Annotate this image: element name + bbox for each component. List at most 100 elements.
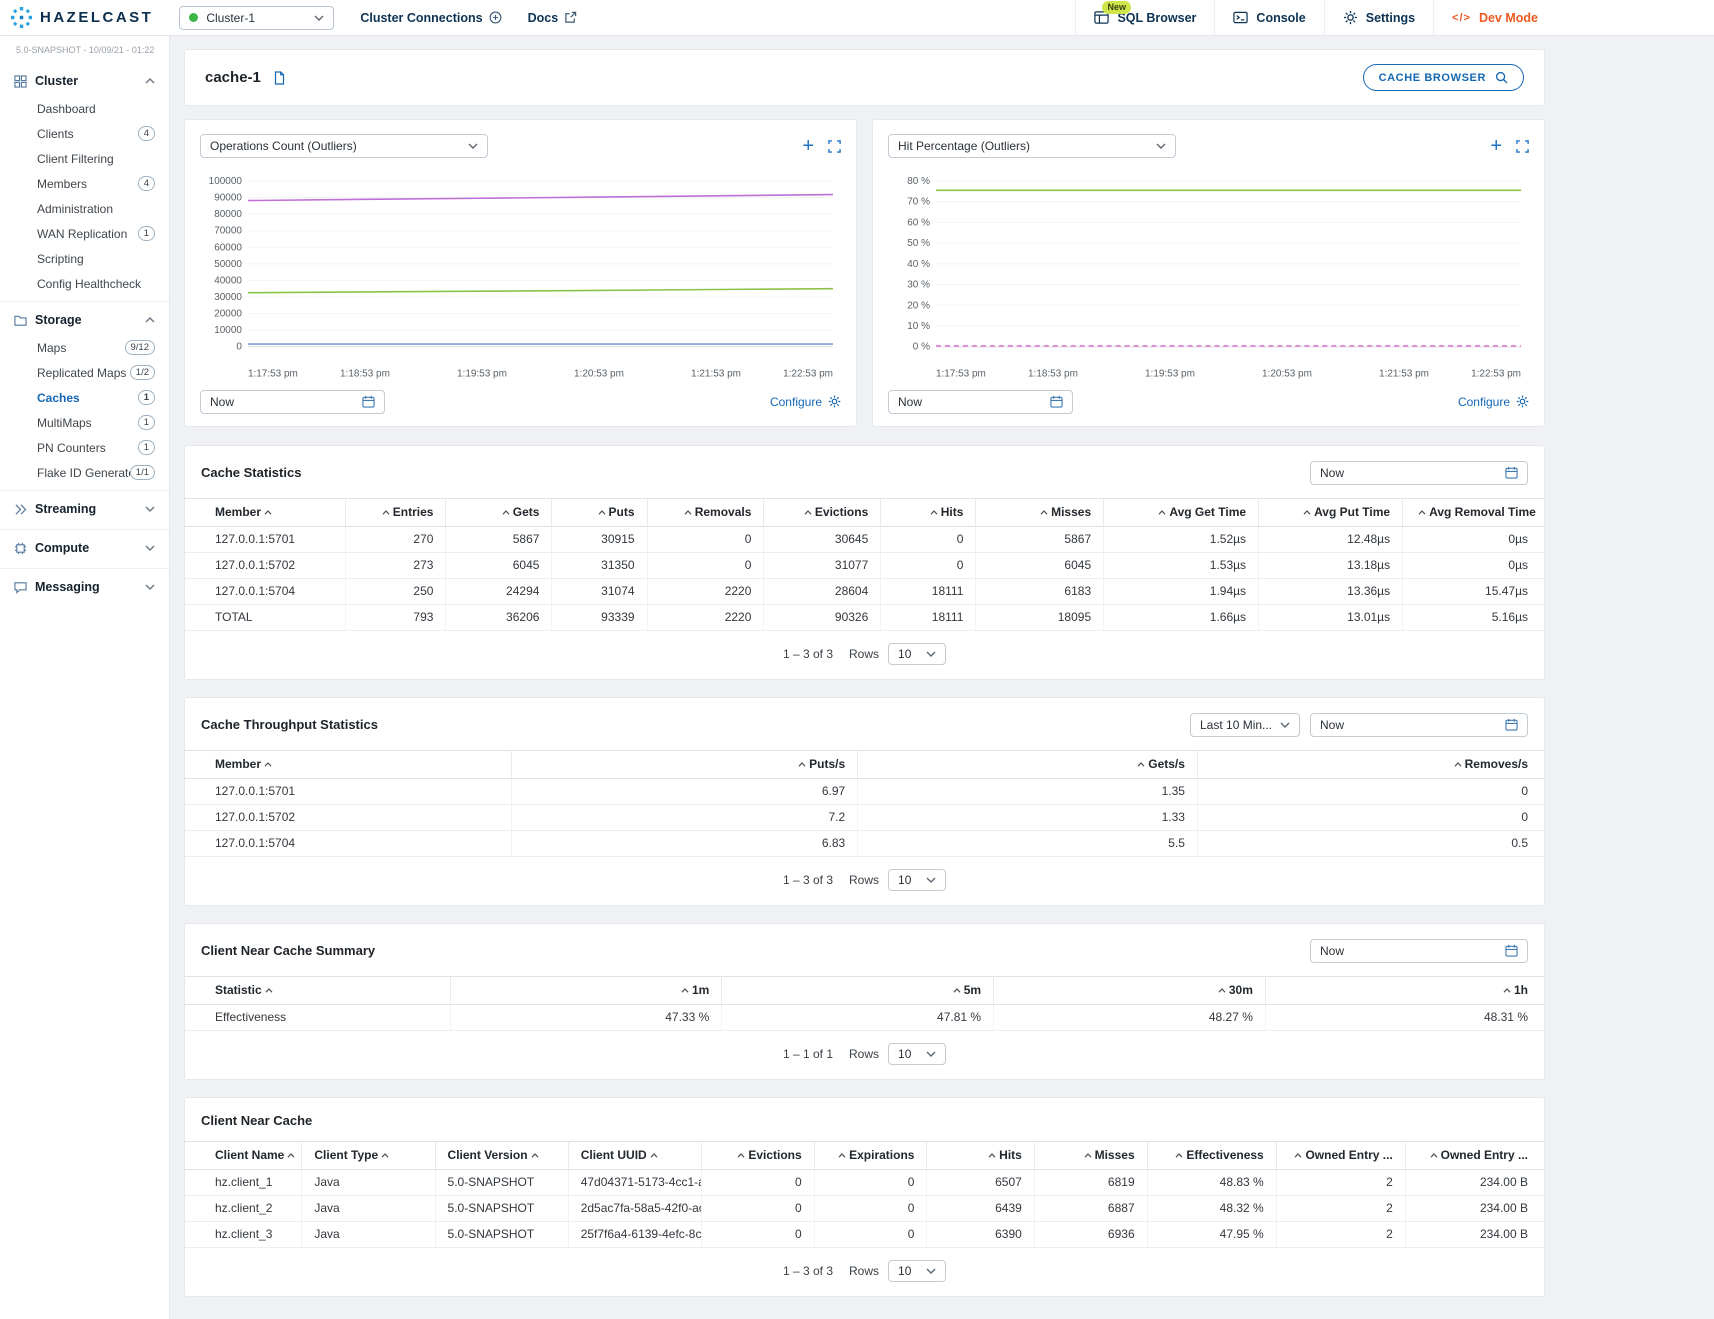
table-row[interactable]: Effectiveness47.33 %47.81 %48.27 %48.31 … [185, 1004, 1544, 1030]
column-header-entries[interactable]: Entries [345, 498, 446, 526]
sql-browser-button[interactable]: New SQL Browser [1075, 0, 1214, 35]
page-size-select[interactable]: 10 [888, 643, 946, 665]
page-size-select[interactable]: 10 [888, 1260, 946, 1282]
gear-icon [1343, 10, 1358, 25]
sidebar-section-header-compute[interactable]: Compute [0, 533, 169, 563]
column-header-misses[interactable]: Misses [1034, 1141, 1147, 1169]
column-header-member[interactable]: Member [185, 750, 511, 778]
column-header-gets-s[interactable]: Gets/s [858, 750, 1198, 778]
table-row[interactable]: 127.0.0.1:57027.21.330 [185, 804, 1544, 830]
cluster-connections-link[interactable]: Cluster Connections [360, 11, 501, 25]
column-header-effectiveness[interactable]: Effectiveness [1147, 1141, 1276, 1169]
table-cell: 36206 [446, 604, 552, 630]
cluster-select[interactable]: Cluster-1 [179, 6, 334, 30]
table-row[interactable]: 127.0.0.1:5702273604531350031077060451.5… [185, 552, 1544, 578]
sidebar-item-flake-id-generators[interactable]: Flake ID Generators1/1 [0, 460, 169, 485]
column-header-1m[interactable]: 1m [450, 976, 722, 1004]
cache-statistics-date-picker[interactable]: Now [1310, 461, 1528, 485]
page-size-select[interactable]: 10 [888, 1043, 946, 1065]
sort-caret-icon [798, 762, 806, 767]
add-chart-icon[interactable]: + [802, 139, 814, 153]
table-row[interactable]: TOTAL793362069333922209032618111180951.6… [185, 604, 1544, 630]
chart-date-picker[interactable]: Now [200, 390, 385, 414]
column-header-5m[interactable]: 5m [722, 976, 994, 1004]
add-chart-icon[interactable]: + [1490, 139, 1502, 153]
sidebar-item-client-filtering[interactable]: Client Filtering [0, 146, 169, 171]
sidebar-section-header-streaming[interactable]: Streaming [0, 494, 169, 524]
column-label: Avg Put Time [1314, 505, 1390, 519]
column-header-client-type[interactable]: Client Type [302, 1141, 435, 1169]
chart-date-picker[interactable]: Now [888, 390, 1073, 414]
column-header-statistic[interactable]: Statistic [185, 976, 450, 1004]
table-row[interactable]: 127.0.0.1:57016.971.350 [185, 778, 1544, 804]
sidebar-item-dashboard[interactable]: Dashboard [0, 96, 169, 121]
table-cell: 250 [345, 578, 446, 604]
sidebar-item-pn-counters[interactable]: PN Counters1 [0, 435, 169, 460]
column-header-avg-removal-time[interactable]: Avg Removal Time [1403, 498, 1544, 526]
column-header-hits[interactable]: Hits [881, 498, 976, 526]
sidebar-section-header-storage[interactable]: Storage [0, 305, 169, 335]
cache-browser-button[interactable]: CACHE BROWSER [1363, 64, 1524, 91]
chart-metric-select[interactable]: Operations Count (Outliers) [200, 134, 488, 158]
column-header-puts-s[interactable]: Puts/s [511, 750, 858, 778]
sidebar-item-caches[interactable]: Caches1 [0, 385, 169, 410]
column-header-client-uuid[interactable]: Client UUID [568, 1141, 701, 1169]
client-near-cache-summary-date-picker[interactable]: Now [1310, 939, 1528, 963]
cache-throughput-statistics-timespan-select[interactable]: Last 10 Min... [1190, 713, 1300, 737]
table-row[interactable]: hz.client_2Java5.0-SNAPSHOT2d5ac7fa-58a5… [185, 1195, 1544, 1221]
table-cell: 234.00 B [1405, 1221, 1544, 1247]
table-row[interactable]: 127.0.0.1:57046.835.50.5 [185, 830, 1544, 856]
svg-text:20 %: 20 % [907, 300, 930, 311]
cache-statistics-table: MemberEntriesGetsPutsRemovalsEvictionsHi… [185, 498, 1544, 631]
column-header-puts[interactable]: Puts [552, 498, 647, 526]
column-header-evictions[interactable]: Evictions [764, 498, 881, 526]
column-header-evictions[interactable]: Evictions [701, 1141, 814, 1169]
sidebar-item-scripting[interactable]: Scripting [0, 246, 169, 271]
fullscreen-icon[interactable] [828, 140, 841, 153]
sidebar-item-members[interactable]: Members4 [0, 171, 169, 196]
sidebar-item-maps[interactable]: Maps9/12 [0, 335, 169, 360]
column-header-client-name[interactable]: Client Name [185, 1141, 302, 1169]
column-header-removals[interactable]: Removals [647, 498, 764, 526]
column-header-avg-put-time[interactable]: Avg Put Time [1259, 498, 1403, 526]
copy-name-icon[interactable] [272, 71, 286, 85]
sidebar-item-clients[interactable]: Clients4 [0, 121, 169, 146]
table-row[interactable]: 127.0.0.1:5701270586730915030645058671.5… [185, 526, 1544, 552]
table-cell: 7.2 [511, 804, 858, 830]
column-header-member[interactable]: Member [185, 498, 345, 526]
column-header-avg-get-time[interactable]: Avg Get Time [1104, 498, 1259, 526]
code-icon: </> [1452, 12, 1471, 24]
settings-button[interactable]: Settings [1324, 0, 1433, 35]
sidebar-item-administration[interactable]: Administration [0, 196, 169, 221]
console-button[interactable]: Console [1214, 0, 1323, 35]
table-row[interactable]: hz.client_1Java5.0-SNAPSHOT47d04371-5173… [185, 1169, 1544, 1195]
column-header-removes-s[interactable]: Removes/s [1197, 750, 1544, 778]
dev-mode-button[interactable]: </> Dev Mode [1433, 0, 1556, 35]
sidebar-item-wan-replication[interactable]: WAN Replication1 [0, 221, 169, 246]
table-row[interactable]: hz.client_3Java5.0-SNAPSHOT25f7f6a4-6139… [185, 1221, 1544, 1247]
column-header-client-version[interactable]: Client Version [435, 1141, 568, 1169]
configure-link[interactable]: Configure [770, 395, 841, 409]
page-size-select[interactable]: 10 [888, 869, 946, 891]
column-header-misses[interactable]: Misses [976, 498, 1104, 526]
configure-link[interactable]: Configure [1458, 395, 1529, 409]
column-header-owned-entry[interactable]: Owned Entry ... [1405, 1141, 1544, 1169]
sidebar-section-header-cluster[interactable]: Cluster [0, 66, 169, 96]
sidebar-item-multimaps[interactable]: MultiMaps1 [0, 410, 169, 435]
column-header-1h[interactable]: 1h [1265, 976, 1544, 1004]
hazelcast-logo[interactable]: HAZELCAST [10, 6, 153, 29]
column-header-owned-entry[interactable]: Owned Entry ... [1276, 1141, 1405, 1169]
column-header-hits[interactable]: Hits [927, 1141, 1034, 1169]
column-header-30m[interactable]: 30m [994, 976, 1266, 1004]
column-header-gets[interactable]: Gets [446, 498, 552, 526]
column-header-expirations[interactable]: Expirations [814, 1141, 927, 1169]
sidebar-section-header-messaging[interactable]: Messaging [0, 572, 169, 602]
sidebar-item-config-healthcheck[interactable]: Config Healthcheck [0, 271, 169, 296]
column-label: Client Type [314, 1148, 378, 1162]
sidebar-item-replicated-maps[interactable]: Replicated Maps1/2 [0, 360, 169, 385]
fullscreen-icon[interactable] [1516, 140, 1529, 153]
chart-metric-select[interactable]: Hit Percentage (Outliers) [888, 134, 1176, 158]
docs-link[interactable]: Docs [528, 11, 578, 25]
cache-throughput-statistics-date-picker[interactable]: Now [1310, 713, 1528, 737]
table-row[interactable]: 127.0.0.1:570425024294310742220286041811… [185, 578, 1544, 604]
